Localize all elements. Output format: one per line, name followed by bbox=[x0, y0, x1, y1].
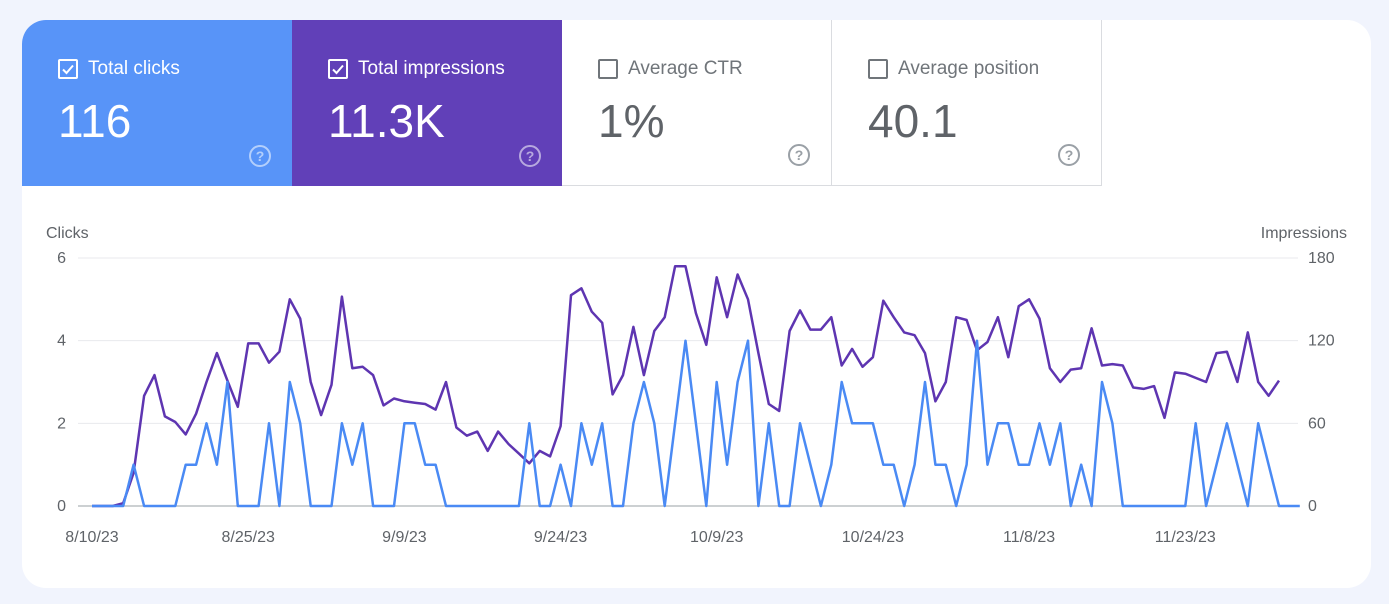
x-tick-label: 11/23/23 bbox=[1155, 529, 1216, 546]
gridlines bbox=[78, 257, 1298, 507]
checkbox-checked-icon[interactable] bbox=[58, 59, 78, 79]
metric-value: 1% bbox=[598, 95, 665, 147]
checkbox-checked-icon[interactable] bbox=[328, 59, 348, 79]
metric-label: Total clicks bbox=[88, 58, 180, 79]
x-tick-label: 10/9/23 bbox=[690, 529, 743, 546]
metric-tile-total-clicks[interactable]: Total clicks 116 ? bbox=[22, 20, 292, 186]
right-axis-title: Impressions bbox=[1261, 225, 1347, 242]
metric-label: Average CTR bbox=[628, 58, 743, 79]
metric-value: 40.1 bbox=[868, 95, 958, 147]
metric-tile-total-impressions[interactable]: Total impressions 11.3K ? bbox=[292, 20, 562, 186]
right-tick-label: 0 bbox=[1308, 498, 1317, 515]
metric-tiles: Total clicks 116 ? Total impressions 11.… bbox=[22, 20, 1102, 186]
x-tick-label: 8/10/23 bbox=[65, 529, 118, 546]
right-tick-label: 60 bbox=[1308, 415, 1326, 432]
metric-tile-average-position[interactable]: Average position 40.1 ? bbox=[832, 20, 1102, 186]
series-line-impressions bbox=[92, 265, 1281, 508]
metric-tile-average-ctr[interactable]: Average CTR 1% ? bbox=[562, 20, 832, 186]
metric-value: 11.3K bbox=[328, 95, 445, 147]
x-tick-label: 10/24/23 bbox=[842, 529, 904, 546]
x-tick-label: 9/9/23 bbox=[382, 529, 427, 546]
left-axis-ticks: 6 4 2 0 bbox=[57, 250, 66, 515]
checkbox-unchecked-icon[interactable] bbox=[598, 59, 618, 79]
help-icon[interactable]: ? bbox=[1057, 143, 1081, 167]
svg-text:?: ? bbox=[526, 148, 535, 164]
help-icon[interactable]: ? bbox=[248, 144, 272, 168]
x-axis-ticks: 8/10/23 8/25/23 9/9/23 9/24/23 10/9/23 10/24/… bbox=[65, 529, 1216, 546]
performance-chart: Clicks Impressions 6 4 2 0 180 120 60 0 8/10/2… bbox=[46, 225, 1347, 546]
right-axis-ticks: 180 120 60 0 bbox=[1308, 250, 1335, 515]
metric-label: Average position bbox=[898, 58, 1040, 79]
series-lines bbox=[92, 265, 1300, 508]
help-icon[interactable]: ? bbox=[518, 144, 542, 168]
series-line-clicks bbox=[92, 339, 1300, 508]
left-tick-label: 0 bbox=[57, 498, 66, 515]
left-tick-label: 2 bbox=[57, 415, 66, 432]
left-tick-label: 4 bbox=[57, 333, 66, 350]
x-tick-label: 8/25/23 bbox=[221, 529, 274, 546]
metric-value: 116 bbox=[58, 95, 132, 147]
performance-card: Clicks Impressions 6 4 2 0 180 120 60 0 8/10/2… bbox=[22, 20, 1371, 588]
svg-text:?: ? bbox=[795, 147, 804, 163]
left-tick-label: 6 bbox=[57, 250, 66, 267]
svg-text:?: ? bbox=[1065, 147, 1074, 163]
x-tick-label: 9/24/23 bbox=[534, 529, 587, 546]
svg-text:?: ? bbox=[256, 148, 265, 164]
x-tick-label: 11/8/23 bbox=[1003, 529, 1055, 546]
left-axis-title: Clicks bbox=[46, 225, 89, 242]
right-tick-label: 120 bbox=[1308, 333, 1335, 350]
metric-label: Total impressions bbox=[358, 58, 505, 79]
checkbox-unchecked-icon[interactable] bbox=[868, 59, 888, 79]
right-tick-label: 180 bbox=[1308, 250, 1335, 267]
help-icon[interactable]: ? bbox=[787, 143, 811, 167]
